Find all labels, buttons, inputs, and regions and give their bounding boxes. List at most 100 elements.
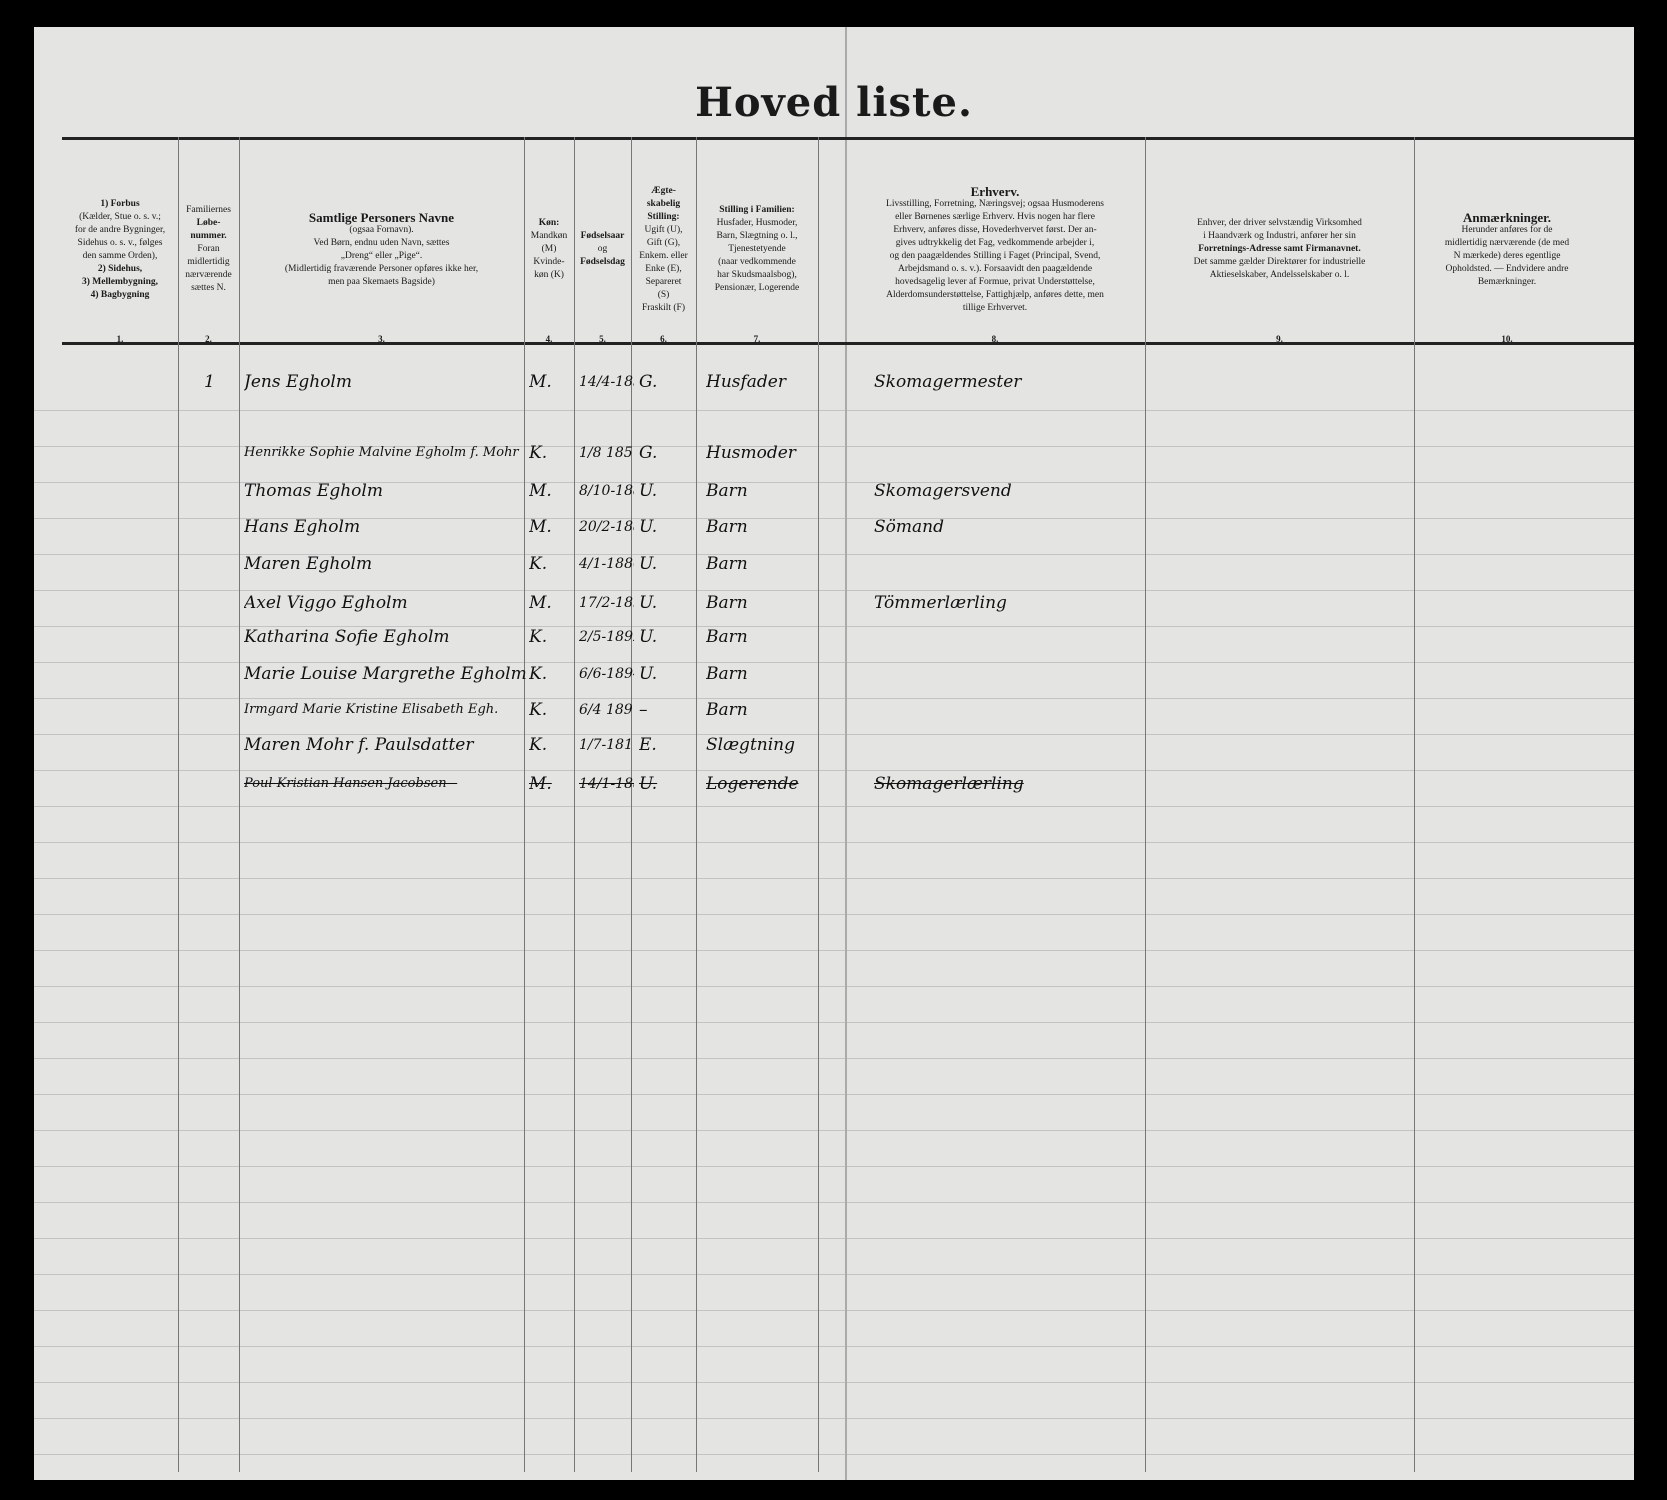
sex: K. — [529, 554, 548, 574]
family-number — [204, 622, 234, 652]
table-row: Maren Egholm K. 4/1-1886 U. Barn — [34, 549, 1634, 579]
header-line: Aktieselskaber, Andelsselskaber o. l. — [1209, 270, 1350, 280]
header-line: Enkem. eller — [639, 250, 688, 261]
occupation — [874, 622, 1134, 652]
header-line: Barn, Slægtning o. l., — [716, 231, 798, 241]
header-line: Fødselsdag — [580, 257, 625, 267]
header-line: Erhverv. — [970, 183, 1020, 199]
header-line: i Haandværk og Industri, anfører her sin — [1203, 231, 1356, 241]
header-line: 2) Sidehus, — [97, 263, 143, 274]
birth-date: 2/5-1892 — [579, 629, 634, 645]
column-number: 1. — [116, 334, 124, 344]
table-row: 1 Jens Egholm M. 14/4-1853 G. Husfader Skomage… — [34, 367, 1634, 397]
family-number — [204, 659, 234, 689]
header-line: men paa Skemaets Bagside) — [328, 276, 435, 287]
header-line: Stilling i Familien: — [719, 205, 795, 215]
marital-status: U. — [639, 517, 658, 537]
person-name: Henrikke Sophie Malvine Egholm f. Mohr — [244, 445, 519, 460]
column-header-1: 1) Forbus (Kælder, Stue o. s. v.; for de a… — [62, 152, 178, 347]
header-line: (S) — [657, 289, 670, 300]
table-row: Katharina Sofie Egholm K. 2/5-1892 U. Barn — [34, 622, 1634, 652]
column-divider — [696, 137, 697, 1472]
header-top-rule — [62, 137, 1634, 140]
marital-status: U. — [639, 664, 658, 684]
person-name: Jens Egholm — [244, 372, 352, 392]
header-line: Mandkøn — [530, 231, 568, 241]
marital-status: G. — [639, 372, 658, 392]
column-divider — [239, 137, 240, 1472]
header-line: Opholdsted. — Endvidere andre — [1445, 263, 1569, 274]
header-line: Det samme gælder Direktører for industri… — [1193, 257, 1366, 267]
family-number — [204, 769, 234, 799]
person-name: Marie Louise Margrethe Egholm — [244, 664, 527, 684]
column-number: 9. — [1276, 334, 1283, 344]
person-name: Poul Kristian Hansen Jacobsen – — [244, 776, 458, 791]
header-line: og den paagældendes Stilling i Faget (Pr… — [889, 250, 1101, 261]
header-line: Kvinde- — [533, 257, 565, 267]
header-line: 1) Forbus — [100, 198, 140, 209]
person-name: Katharina Sofie Egholm — [244, 627, 450, 647]
header-line: eller Børnenes særlige Erhverv. Hvis nog… — [895, 211, 1095, 222]
header-line: Enhver, der driver selvstændig Virksomhe… — [1197, 218, 1362, 228]
occupation — [874, 730, 1134, 760]
sex: M. — [529, 372, 552, 392]
occupation: Skomagermester — [874, 372, 1022, 392]
family-position: Barn — [706, 481, 748, 501]
occupation: Skomagersvend — [874, 481, 1012, 501]
header-line: Forretnings-Adresse samt Firmanavnet. — [1198, 244, 1361, 254]
header-line: Fødselsaar — [580, 231, 625, 241]
birth-date: 8/10-1880 — [579, 483, 634, 499]
family-position: Slægtning — [706, 735, 795, 755]
family-position: Logerende — [706, 774, 799, 794]
column-number: 4. — [545, 334, 553, 344]
header-line: Erhverv, anføres disse, Hovederhvervet f… — [893, 224, 1097, 235]
column-divider — [178, 137, 179, 1472]
sex: M. — [529, 593, 552, 613]
sex: M. — [529, 517, 552, 537]
header-line: den samme Orden), — [82, 250, 158, 261]
column-divider — [1145, 137, 1146, 1472]
family-number — [204, 438, 234, 468]
header-line: Herunder anføres for de — [1461, 224, 1553, 235]
family-position: Barn — [706, 593, 748, 613]
header-line: Gift (G), — [646, 237, 681, 248]
column-number: 8. — [991, 334, 999, 344]
header-line: Ugift (U), — [644, 224, 683, 235]
person-name: Thomas Egholm — [244, 481, 383, 501]
person-name: Axel Viggo Egholm — [244, 593, 408, 613]
table-row: Axel Viggo Egholm M. 17/2-1890 U. Barn Tömmer… — [34, 588, 1634, 618]
sex: K. — [529, 664, 548, 684]
birth-date: 17/2-1890 — [579, 595, 634, 611]
header-line: Arbejdsmand o. s. v.). Forsaavidt den pa… — [897, 263, 1093, 274]
birth-date: 4/1-1886 — [579, 556, 634, 572]
sex: M. — [529, 774, 552, 794]
occupation — [874, 549, 1134, 579]
column-header-4: Køn: Mandkøn (M) Kvinde-køn (K) — [524, 152, 574, 347]
header-line: Fraskilt (F) — [641, 302, 685, 313]
birth-date: 6/4 1897 — [579, 702, 634, 718]
family-number — [204, 476, 234, 506]
occupation — [874, 438, 1134, 468]
header-line: nærværende — [185, 270, 232, 280]
page-fold — [845, 27, 847, 1480]
header-line: N mærkede) deres egentlige — [1453, 250, 1561, 261]
column-number: 3. — [378, 334, 385, 344]
occupation: Sömand — [874, 517, 944, 537]
birth-date: 14/1-1882 — [579, 776, 634, 792]
family-number: 1 — [204, 372, 215, 392]
family-position: Barn — [706, 700, 748, 720]
header-line: Separeret — [645, 276, 682, 287]
header-line: Ægte- — [651, 185, 676, 196]
header-line: gives udtrykkelig det Fag, vedkommende a… — [895, 237, 1095, 248]
marital-status: U. — [639, 481, 658, 501]
header-line: tillige Erhvervet. — [962, 302, 1028, 313]
marital-status: E. — [639, 735, 657, 755]
column-divider — [631, 137, 632, 1472]
marital-status: – — [639, 700, 648, 720]
birth-date: 1/7-1817 — [579, 737, 634, 753]
marital-status: G. — [639, 443, 658, 463]
table-row: Poul Kristian Hansen Jacobsen – M. 14/1-18… — [34, 769, 1634, 799]
column-header-6: Ægte-skabelig Stilling: Ugift (U), Gift (G)… — [631, 152, 696, 347]
header-line: Enke (E), — [645, 263, 682, 274]
table-row: Henrikke Sophie Malvine Egholm f. Mohr K.… — [34, 438, 1634, 468]
